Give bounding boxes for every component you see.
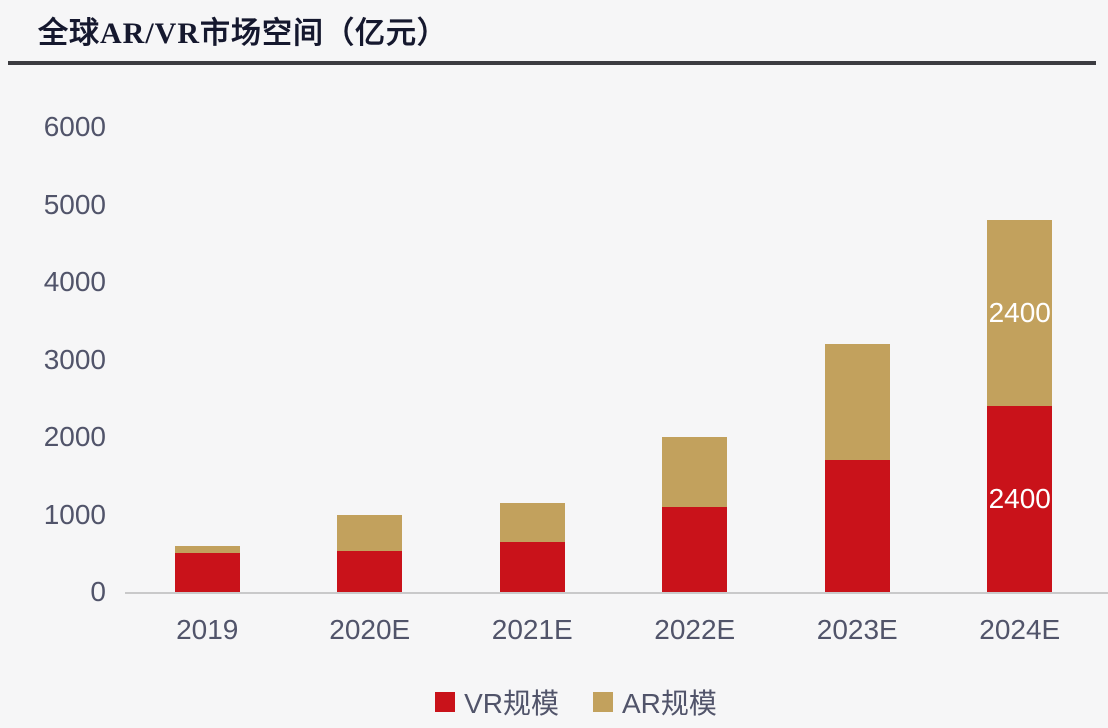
bar-segment-ar-2022E	[662, 437, 728, 507]
y-axis-label: 5000	[43, 188, 106, 220]
legend-label-vr: VR规模	[464, 688, 559, 719]
bar-segment-ar-2024E: 2400	[987, 220, 1053, 406]
chart-legend: VR规模 AR规模	[22, 682, 1108, 722]
bar-segment-vr-2023E	[824, 460, 890, 592]
x-axis-label-2019: 2019	[176, 614, 239, 645]
x-axis-label-2022E: 2022E	[654, 614, 736, 645]
chart-title: 全球AR/VR市场空间（亿元）	[38, 17, 448, 50]
x-axis-line	[125, 592, 1108, 594]
bar-segment-ar-2020E	[337, 514, 403, 551]
x-axis-label-2020E: 2020E	[329, 614, 411, 645]
bar-value-label-vr: 2400	[988, 483, 1051, 514]
legend-item-ar: AR规模	[593, 682, 717, 722]
legend-swatch-ar	[593, 692, 613, 712]
y-axis-label: 6000	[43, 111, 106, 142]
y-axis-label: 2000	[43, 421, 106, 452]
bar-segment-ar-2021E	[499, 502, 565, 542]
bar-value-label-ar: 2400	[988, 297, 1051, 328]
bar-segment-vr-2021E	[499, 541, 565, 592]
bar-segment-ar-2019	[174, 545, 240, 554]
legend-swatch-vr	[435, 692, 456, 712]
y-axis-label: 1000	[43, 498, 106, 530]
x-axis-label-2023E: 2023E	[816, 614, 898, 645]
y-axis-label: 4000	[43, 266, 106, 297]
legend-item-vr: VR规模	[435, 682, 559, 722]
bar-segment-vr-2024E: 2400	[987, 406, 1053, 592]
legend-label-ar: AR规模	[622, 688, 717, 719]
title-divider	[8, 61, 1096, 65]
bar-segment-vr-2019	[174, 553, 240, 592]
x-axis-label-2021E: 2021E	[491, 614, 573, 645]
x-axis-label-2024E: 2024E	[979, 614, 1061, 645]
bar-segment-vr-2022E	[662, 506, 728, 592]
bar-segment-vr-2020E	[337, 550, 403, 592]
y-axis-label: 3000	[43, 343, 106, 375]
y-axis-label: 0	[90, 576, 106, 607]
bar-segment-ar-2023E	[824, 344, 890, 461]
